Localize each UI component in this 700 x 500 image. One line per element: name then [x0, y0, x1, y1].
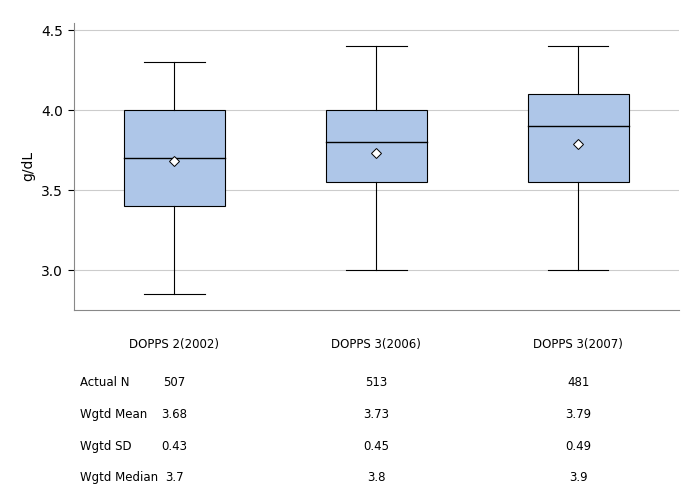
Text: 3.7: 3.7: [165, 470, 183, 484]
Bar: [124, 110, 225, 206]
Text: Wgtd SD: Wgtd SD: [80, 440, 131, 454]
Text: 0.45: 0.45: [363, 440, 389, 454]
Text: Wgtd Median: Wgtd Median: [80, 470, 158, 484]
Text: 3.79: 3.79: [565, 408, 591, 421]
Bar: [326, 110, 427, 182]
Text: Actual N: Actual N: [80, 376, 129, 388]
Text: DOPPS 3(2006): DOPPS 3(2006): [331, 338, 421, 350]
Text: DOPPS 3(2007): DOPPS 3(2007): [533, 338, 623, 350]
Text: 3.68: 3.68: [162, 408, 188, 421]
Text: 507: 507: [163, 376, 186, 388]
Text: 481: 481: [567, 376, 589, 388]
Text: DOPPS 2(2002): DOPPS 2(2002): [130, 338, 219, 350]
Text: Wgtd Mean: Wgtd Mean: [80, 408, 147, 421]
Text: 3.9: 3.9: [569, 470, 587, 484]
Text: 0.49: 0.49: [565, 440, 591, 454]
Text: 3.73: 3.73: [363, 408, 389, 421]
Text: 3.8: 3.8: [367, 470, 386, 484]
Bar: [528, 94, 629, 182]
Text: 513: 513: [365, 376, 387, 388]
Y-axis label: g/dL: g/dL: [22, 151, 36, 182]
Text: 0.43: 0.43: [162, 440, 188, 454]
